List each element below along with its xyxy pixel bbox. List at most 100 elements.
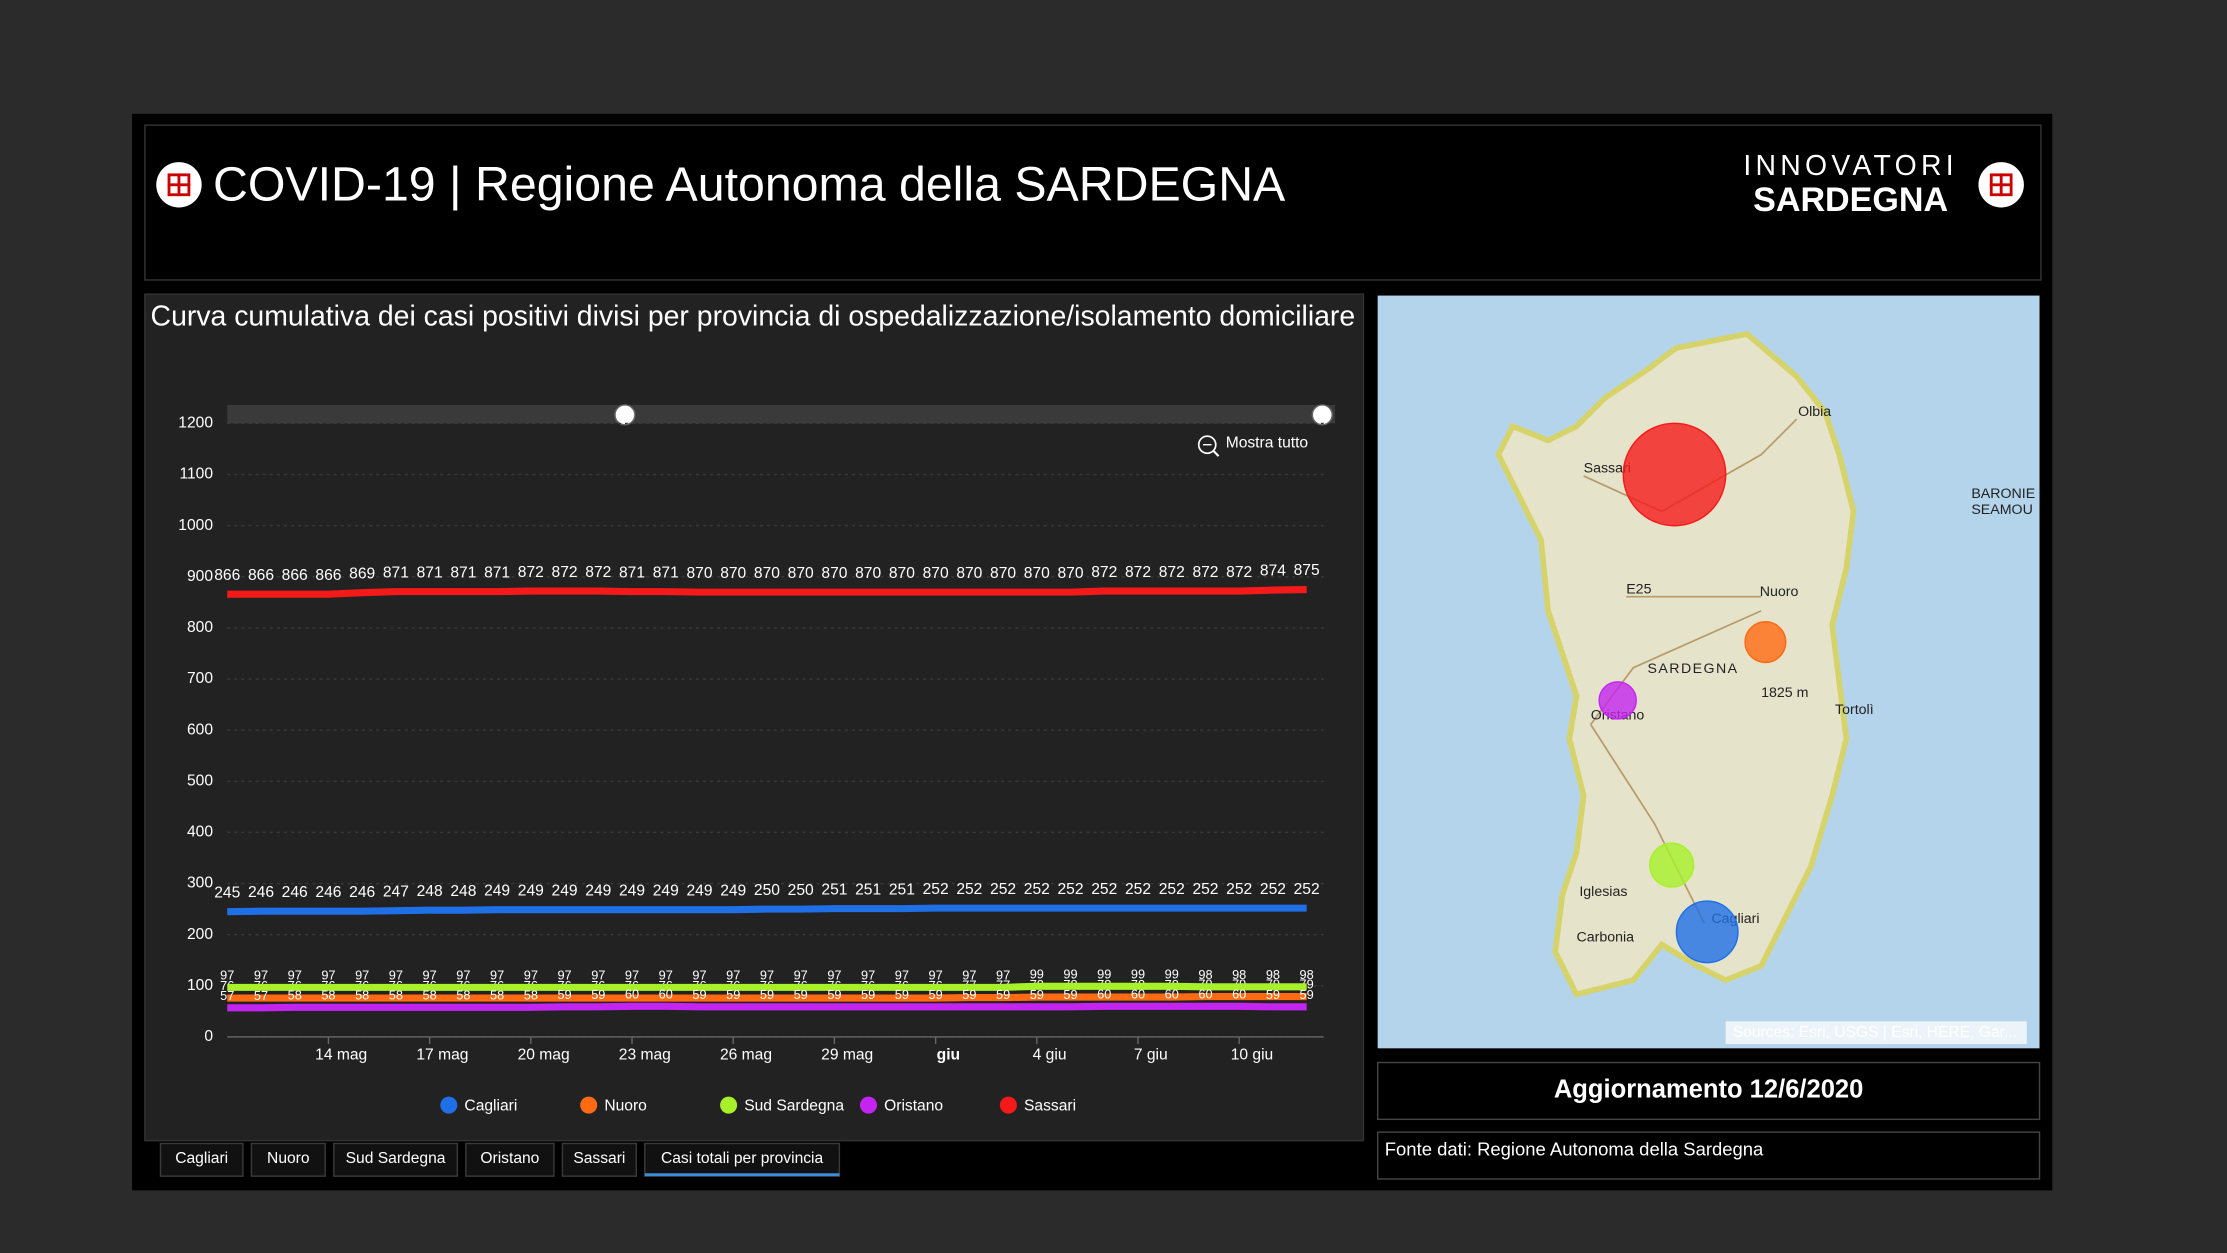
data-label: 97 [659,967,673,982]
tab-label[interactable]: Nuoro [267,1150,310,1167]
y-tick-label: 1000 [178,517,213,534]
place-label: Tortolì [1835,702,1874,718]
place-label: Olbia [1798,404,1831,420]
data-label: 866 [214,567,240,584]
legend-marker[interactable] [720,1097,737,1114]
data-label: 245 [214,884,240,901]
data-label: 99 [1165,966,1179,981]
data-label: 250 [754,882,780,899]
data-label: 97 [625,967,639,982]
data-label: 60 [1232,986,1246,1001]
map-bubble[interactable] [1650,843,1694,887]
tab-label[interactable]: Sud Sardegna [346,1150,446,1167]
data-label: 59 [760,987,774,1002]
legend-marker[interactable] [580,1097,597,1114]
place-label: BARONIE [1971,486,2035,502]
data-label: 872 [1125,564,1151,581]
data-label: 98 [1198,967,1212,982]
legend-marker[interactable] [860,1097,877,1114]
data-label: 870 [889,565,915,582]
series-line [227,1006,1306,1008]
logo-bottom: SARDEGNA [1753,181,1948,219]
data-label: 97 [321,967,335,982]
data-label: 252 [1226,881,1252,898]
range-slider[interactable] [227,405,1335,423]
data-label: 870 [686,565,712,582]
legend-marker[interactable] [440,1097,457,1114]
tab-label[interactable]: Cagliari [175,1150,228,1167]
data-label: 250 [788,882,814,899]
data-label: 60 [1198,986,1212,1001]
legend-label[interactable]: Oristano [884,1098,943,1115]
zoom-label[interactable]: Mostra tutto [1226,434,1309,451]
series-line [227,590,1306,595]
data-label: 866 [315,567,341,584]
map-bubble[interactable] [1599,682,1636,719]
legend-label[interactable]: Cagliari [464,1098,517,1115]
data-label: 871 [450,564,476,581]
data-label: 97 [760,967,774,982]
data-label: 870 [923,565,949,582]
data-label: 870 [1058,565,1084,582]
legend-label[interactable]: Sud Sardegna [744,1098,844,1115]
x-tick-label: 23 mag [619,1047,671,1064]
x-tick-label: 17 mag [416,1047,468,1064]
data-label: 97 [456,967,470,982]
legend-label[interactable]: Sassari [1024,1098,1076,1115]
y-tick-label: 400 [187,824,213,841]
map-attribution: Sources: Esri, USGS | Esri, HERE, Gar... [1733,1024,2017,1041]
data-label: 58 [355,987,369,1002]
data-label: 252 [1294,881,1320,898]
map-bubble[interactable] [1676,901,1738,963]
slider-handle[interactable] [615,405,635,425]
map-bubble[interactable] [1745,622,1786,663]
data-label: 251 [855,881,881,898]
x-tick-label: 29 mag [821,1047,873,1064]
data-label: 871 [653,564,679,581]
data-label: 870 [821,565,847,582]
data-label: 98 [1300,967,1314,982]
tab-label[interactable]: Oristano [480,1150,539,1167]
tab-label[interactable]: Casi totali per provincia [661,1150,824,1167]
map: Olbia Sassari Nuoro SARDEGNA 1825 m Oris… [1378,296,2040,1049]
data-label: 249 [686,882,712,899]
data-label: 871 [619,564,645,581]
data-label: 252 [1159,881,1185,898]
data-label: 97 [996,967,1010,982]
legend-marker[interactable] [1000,1097,1017,1114]
data-label: 251 [889,881,915,898]
data-label: 97 [591,967,605,982]
data-label: 870 [720,565,746,582]
data-label: 97 [962,967,976,982]
data-label: 99 [1097,966,1111,981]
legend-label[interactable]: Nuoro [604,1098,647,1115]
data-label: 252 [1125,881,1151,898]
chart-title-box: Curva cumulativa dei casi positivi divis… [151,300,1358,385]
data-label: 58 [423,987,437,1002]
data-label: 57 [254,988,268,1003]
data-label: 251 [821,881,847,898]
data-label: 872 [1091,564,1117,581]
source-text: Fonte dati: Regione Autonoma della Sarde… [1385,1138,1764,1159]
data-label: 249 [653,882,679,899]
tab-label[interactable]: Sassari [573,1150,625,1167]
place-label: SEAMOU [1971,502,2033,518]
data-label: 872 [518,564,544,581]
data-label: 97 [895,967,909,982]
map-bubble[interactable] [1623,423,1725,525]
data-label: 870 [855,565,881,582]
data-label: 870 [956,565,982,582]
data-label: 99 [1063,966,1077,981]
x-tick-label: giu [937,1047,960,1064]
data-label: 248 [450,883,476,900]
data-label: 252 [1260,881,1286,898]
data-label: 866 [282,567,308,584]
y-tick-label: 0 [204,1028,213,1045]
y-tick-label: 800 [187,619,213,636]
data-label: 252 [990,881,1016,898]
slider-handle[interactable] [1312,405,1332,425]
data-label: 246 [315,884,341,901]
x-tick-label: 14 mag [315,1047,367,1064]
data-label: 59 [692,987,706,1002]
data-label: 57 [220,988,234,1003]
